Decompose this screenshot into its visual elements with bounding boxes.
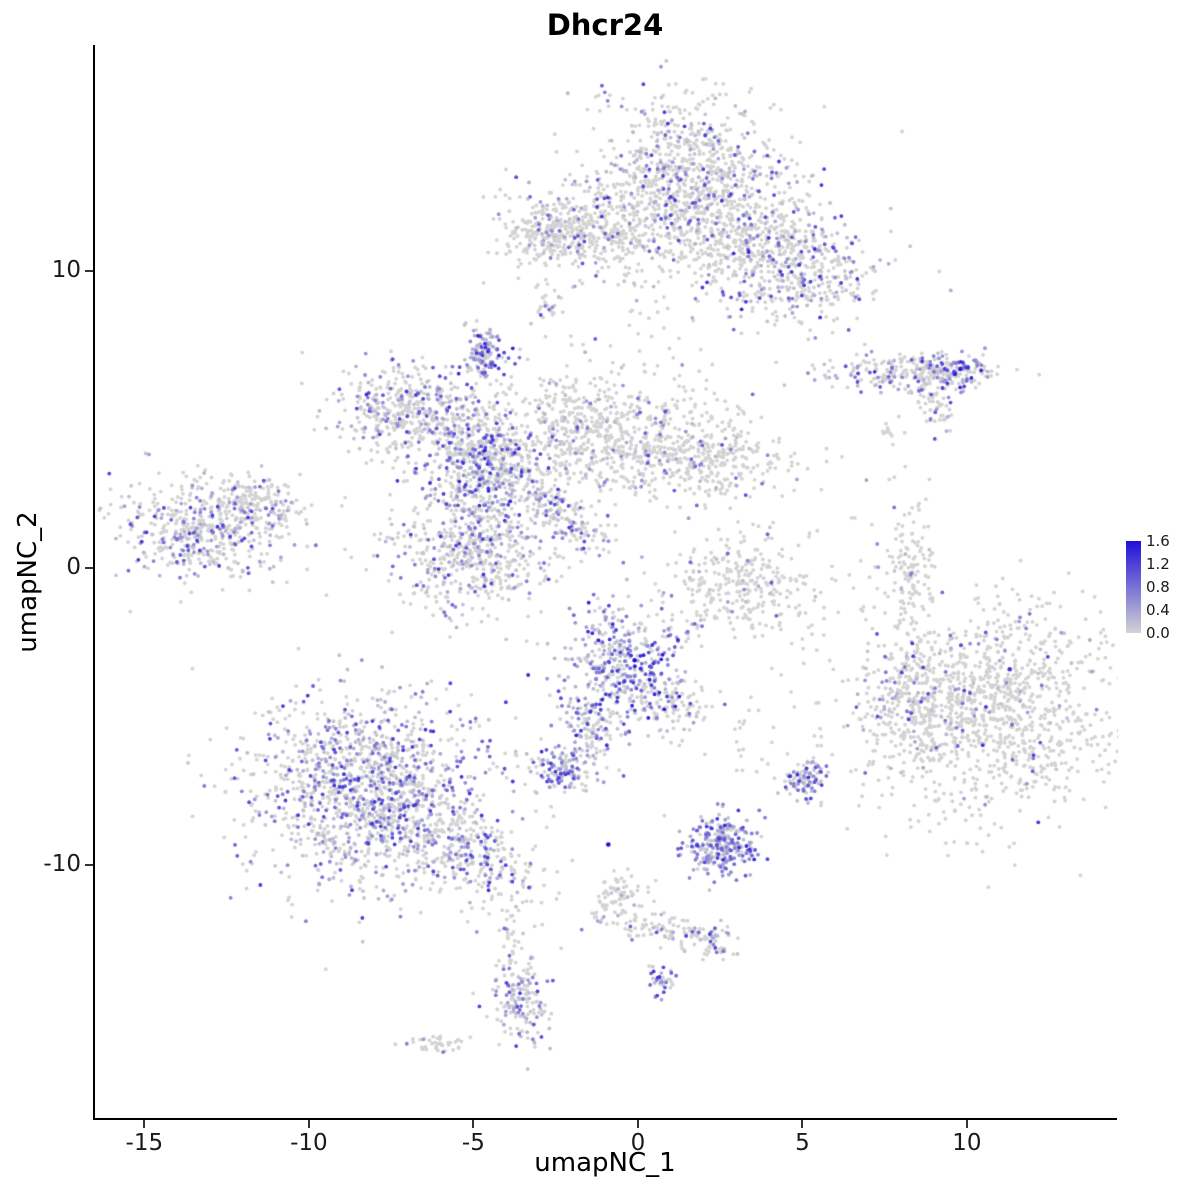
x-tick-mark bbox=[472, 1120, 475, 1128]
y-axis-title: umapNC_2 bbox=[13, 511, 43, 653]
y-tick-mark bbox=[85, 864, 93, 867]
legend-tick-label: 0.8 bbox=[1146, 578, 1170, 596]
x-tick-label: 5 bbox=[795, 1130, 810, 1156]
x-tick-label: 10 bbox=[952, 1130, 982, 1156]
x-tick-label: -15 bbox=[125, 1130, 164, 1156]
x-tick-mark bbox=[636, 1120, 639, 1128]
colorbar-labels: 1.6 1.2 0.8 0.4 0.0 bbox=[1146, 533, 1180, 641]
legend-tick-label: 1.6 bbox=[1146, 532, 1170, 550]
x-tick-label: -10 bbox=[290, 1130, 328, 1156]
legend-tick-label: 1.2 bbox=[1146, 555, 1170, 573]
y-tick-label: 0 bbox=[66, 554, 81, 581]
y-axis-line bbox=[93, 45, 95, 1120]
x-tick-mark bbox=[801, 1120, 804, 1128]
legend-tick-label: 0.4 bbox=[1146, 601, 1170, 619]
y-tick-label: -10 bbox=[43, 851, 81, 878]
x-tick-label: -5 bbox=[461, 1130, 485, 1156]
y-tick-mark bbox=[85, 567, 93, 570]
colorbar-gradient bbox=[1126, 541, 1141, 633]
x-tick-mark bbox=[143, 1120, 146, 1128]
x-tick-mark bbox=[965, 1120, 968, 1128]
x-axis-title: umapNC_1 bbox=[534, 1148, 676, 1178]
colorbar-legend: 1.6 1.2 0.8 0.4 0.0 bbox=[1126, 533, 1180, 641]
x-tick-label: 0 bbox=[630, 1130, 646, 1156]
legend-tick-label: 0.0 bbox=[1146, 624, 1170, 642]
y-tick-mark bbox=[85, 269, 93, 272]
x-axis-line bbox=[93, 1118, 1117, 1120]
y-tick-label: 10 bbox=[51, 256, 81, 283]
x-tick-mark bbox=[307, 1120, 310, 1128]
